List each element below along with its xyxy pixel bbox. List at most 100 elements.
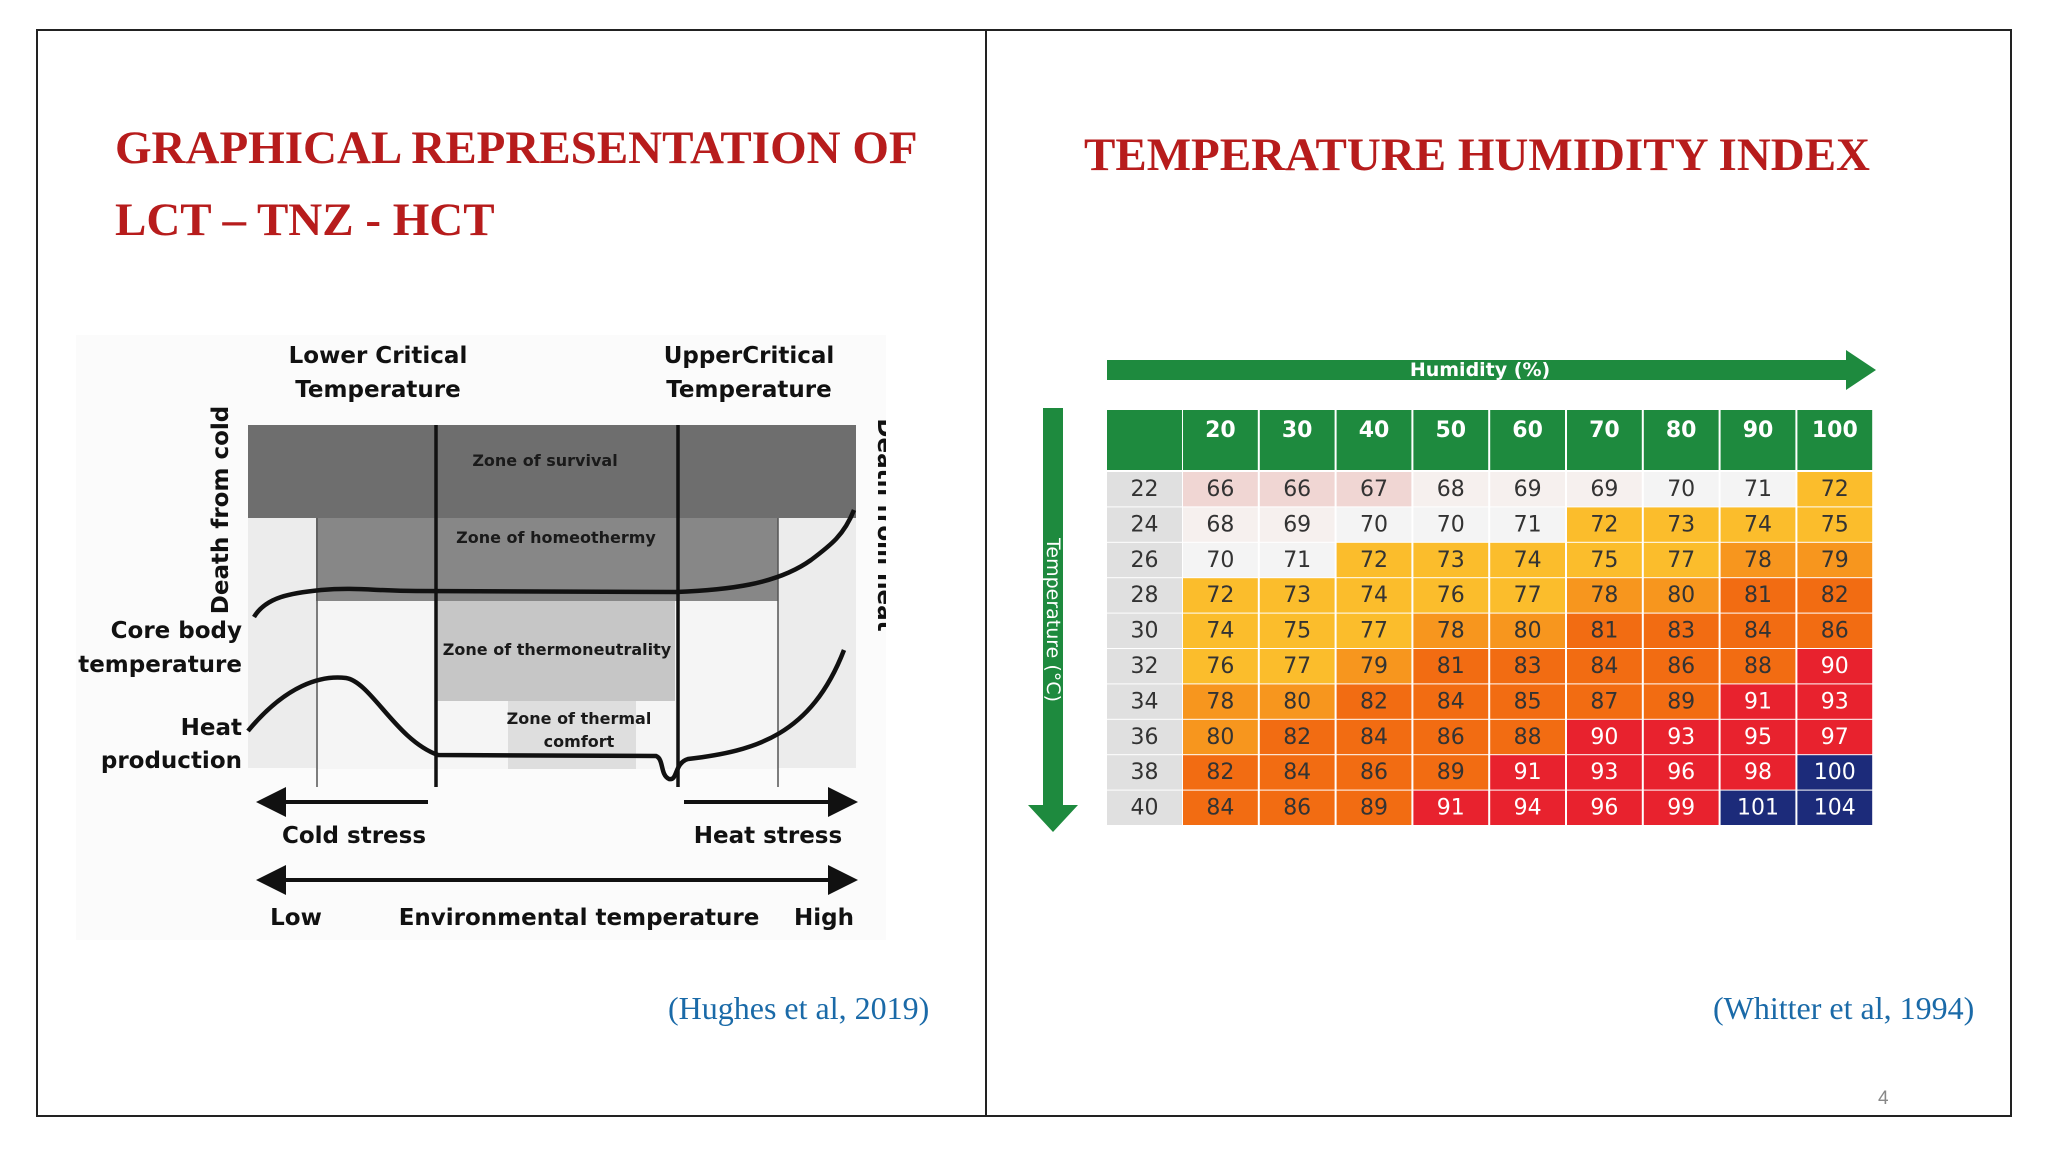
thi-value: 77 xyxy=(1283,654,1311,679)
column-header-cell xyxy=(1336,410,1412,470)
zone-homeothermy-band xyxy=(316,518,778,601)
zone-comfort-label-line2: comfort xyxy=(544,732,615,751)
row-header-22: 22 xyxy=(1131,477,1159,502)
thi-cell xyxy=(1259,649,1335,684)
thi-value: 81 xyxy=(1437,654,1465,679)
thi-value: 79 xyxy=(1821,548,1849,573)
thi-cell xyxy=(1413,790,1489,825)
column-header-90: 90 xyxy=(1743,418,1774,443)
temperature-axis-label: Temperature (°C) xyxy=(1042,537,1064,702)
thi-value: 86 xyxy=(1283,796,1311,821)
thi-value: 84 xyxy=(1283,760,1311,785)
heat-production-label-line2: production xyxy=(101,748,242,774)
left-title-line1: GRAPHICAL REPRESENTATION OF xyxy=(115,122,918,174)
thi-value: 72 xyxy=(1360,548,1388,573)
thi-value: 84 xyxy=(1437,689,1465,714)
lower-critical-label-line2: Temperature xyxy=(295,377,460,403)
thi-value: 96 xyxy=(1667,760,1695,785)
thi-cell xyxy=(1797,719,1873,755)
thi-cell xyxy=(1567,578,1642,613)
thi-cell xyxy=(1797,542,1873,578)
thi-value: 71 xyxy=(1514,512,1542,537)
zone-thermoneutrality-label: Zone of thermoneutrality xyxy=(443,640,672,659)
death-from-heat-label: Death from heat xyxy=(872,418,886,631)
right-title: TEMPERATURE HUMIDITY INDEX xyxy=(1084,129,1870,181)
thi-table-chart: Humidity (%) Temperature (°C) 20 30 40 50 60… xyxy=(1028,350,1876,832)
heat-production-label-line1: Heat xyxy=(181,715,242,741)
thi-value: 101 xyxy=(1737,796,1779,821)
zone-thermoneutrality-band xyxy=(436,601,675,701)
row-header-26: 26 xyxy=(1131,548,1159,573)
environment-arrow-right-head xyxy=(828,865,858,895)
thi-value: 94 xyxy=(1514,796,1542,821)
thi-cell xyxy=(1259,578,1335,613)
thi-cell xyxy=(1720,755,1796,790)
thi-cell xyxy=(1336,578,1412,613)
thi-cell xyxy=(1720,790,1796,825)
thi-cell xyxy=(1643,684,1719,719)
row-header-30: 30 xyxy=(1131,619,1159,644)
right-citation: (Whitter et al, 1994) xyxy=(1713,990,1975,1026)
core-body-label-line2: temperature xyxy=(78,652,242,678)
left-title-line2: LCT – TNZ - HCT xyxy=(115,194,495,246)
thi-cell xyxy=(1490,542,1565,578)
thi-value: 74 xyxy=(1206,619,1234,644)
thi-cell xyxy=(1183,684,1258,719)
thi-cell xyxy=(1413,542,1489,578)
thi-value: 75 xyxy=(1821,512,1849,537)
thi-cell xyxy=(1490,507,1565,542)
thi-value: 78 xyxy=(1744,548,1772,573)
thi-cell xyxy=(1336,684,1412,719)
thi-cell xyxy=(1490,755,1565,790)
thi-cell xyxy=(1183,472,1258,507)
slide-frame xyxy=(36,29,2012,1117)
thi-value: 99 xyxy=(1667,796,1695,821)
thi-cell xyxy=(1643,649,1719,684)
thi-value: 76 xyxy=(1206,654,1234,679)
row-header-cell xyxy=(1107,578,1182,613)
thi-cell xyxy=(1413,472,1489,507)
thi-value: 90 xyxy=(1821,654,1849,679)
thi-cell xyxy=(1567,684,1642,719)
thi-value: 85 xyxy=(1514,689,1542,714)
thi-value: 71 xyxy=(1744,477,1772,502)
column-header-cell xyxy=(1720,410,1796,470)
thi-value: 79 xyxy=(1360,654,1388,679)
thi-value: 100 xyxy=(1814,760,1856,785)
thi-cell xyxy=(1567,472,1642,507)
thi-value: 70 xyxy=(1360,512,1388,537)
thi-value: 81 xyxy=(1590,619,1618,644)
thi-value: 84 xyxy=(1360,725,1388,750)
column-header-60: 60 xyxy=(1512,418,1543,443)
thi-cell xyxy=(1336,719,1412,755)
thi-value: 83 xyxy=(1514,654,1542,679)
row-header-cell xyxy=(1107,472,1182,507)
thi-cell xyxy=(1720,613,1796,648)
death-from-cold-label: Death from cold xyxy=(208,406,234,615)
column-header-cell xyxy=(1643,410,1719,470)
thi-grid: 20 30 40 50 60 70 80 90 100 22 66 66 67 68 69 69 70 71 72 2… xyxy=(1107,410,1873,825)
thi-cell xyxy=(1259,507,1335,542)
thi-cell xyxy=(1259,755,1335,790)
thi-cell xyxy=(1720,578,1796,613)
thi-value: 93 xyxy=(1821,689,1849,714)
heat-production-curve xyxy=(246,649,847,782)
thi-cell xyxy=(1183,578,1258,613)
row-header-cell xyxy=(1107,649,1182,684)
column-header-cell xyxy=(1567,410,1642,470)
thi-value: 77 xyxy=(1514,583,1542,608)
thi-value: 88 xyxy=(1514,725,1542,750)
thi-cell xyxy=(1720,542,1796,578)
thi-value: 89 xyxy=(1437,760,1465,785)
thi-value: 68 xyxy=(1206,512,1234,537)
thi-value: 89 xyxy=(1667,689,1695,714)
thi-value: 78 xyxy=(1206,689,1234,714)
thi-cell xyxy=(1797,790,1873,825)
thi-value: 83 xyxy=(1667,619,1695,644)
thi-value: 87 xyxy=(1590,689,1618,714)
thi-cell xyxy=(1259,790,1335,825)
thi-value: 69 xyxy=(1514,477,1542,502)
row-header-28: 28 xyxy=(1131,583,1159,608)
thi-cell xyxy=(1643,613,1719,648)
thi-cell xyxy=(1797,578,1873,613)
